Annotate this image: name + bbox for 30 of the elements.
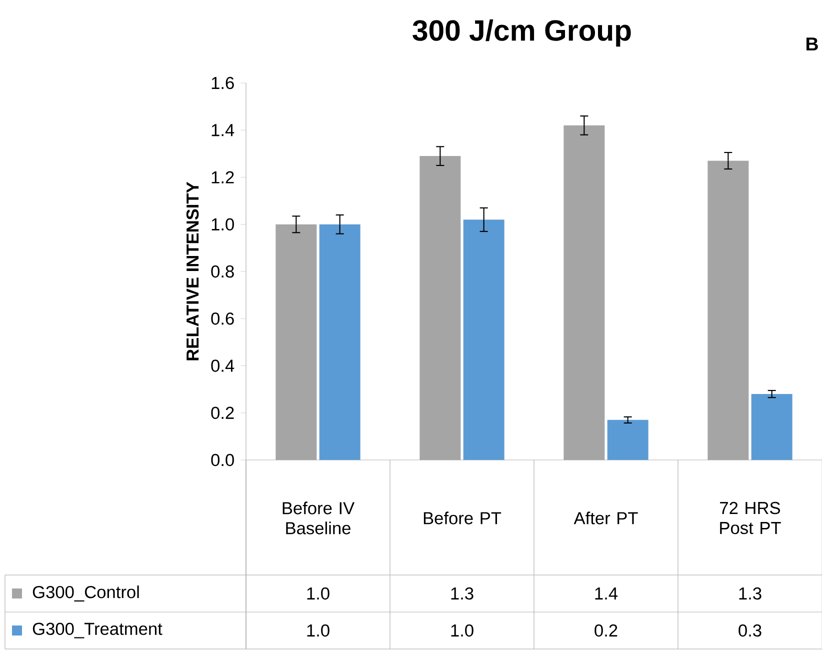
data-label: 1.4	[595, 588, 618, 600]
data-label: 1.0	[307, 587, 330, 600]
y-tick-label: 0.0	[211, 454, 234, 466]
chart-title: 300 J/cm Group	[412, 19, 631, 47]
y-tick-label: 0.6	[211, 312, 234, 325]
y-tick-label: 1.2	[212, 171, 234, 184]
bar	[607, 420, 648, 460]
y-tick-label: 0.2	[211, 406, 234, 419]
bar	[463, 220, 504, 460]
legend-label: G300_Treatment	[32, 622, 162, 638]
data-label: 1.3	[739, 587, 762, 600]
y-tick-label: 1.0	[212, 218, 234, 231]
data-label: 0.2	[594, 624, 618, 637]
y-tick-label: 0.8	[211, 265, 234, 278]
data-label: 1.0	[451, 624, 474, 637]
y-tick-label: 1.4	[212, 124, 234, 136]
x-tick-label: 72 HRS Post PT	[720, 502, 781, 534]
data-label: 1.3	[451, 587, 474, 600]
data-label: 1.0	[307, 624, 330, 637]
data-label: 0.3	[738, 624, 762, 637]
bar	[751, 394, 792, 460]
y-axis-title: RELATIVE INTENSITY	[186, 182, 199, 360]
x-tick-label: After PT	[574, 512, 638, 524]
text: B	[806, 38, 818, 50]
y-tick-label: 0.4	[211, 360, 234, 372]
x-tick-label: Before IV Baseline	[282, 502, 355, 534]
x-tick-label: Before PT	[424, 512, 502, 524]
legend-label: G300_Control	[32, 585, 139, 602]
y-tick-label: 1.6	[212, 76, 234, 90]
bar	[319, 224, 360, 460]
